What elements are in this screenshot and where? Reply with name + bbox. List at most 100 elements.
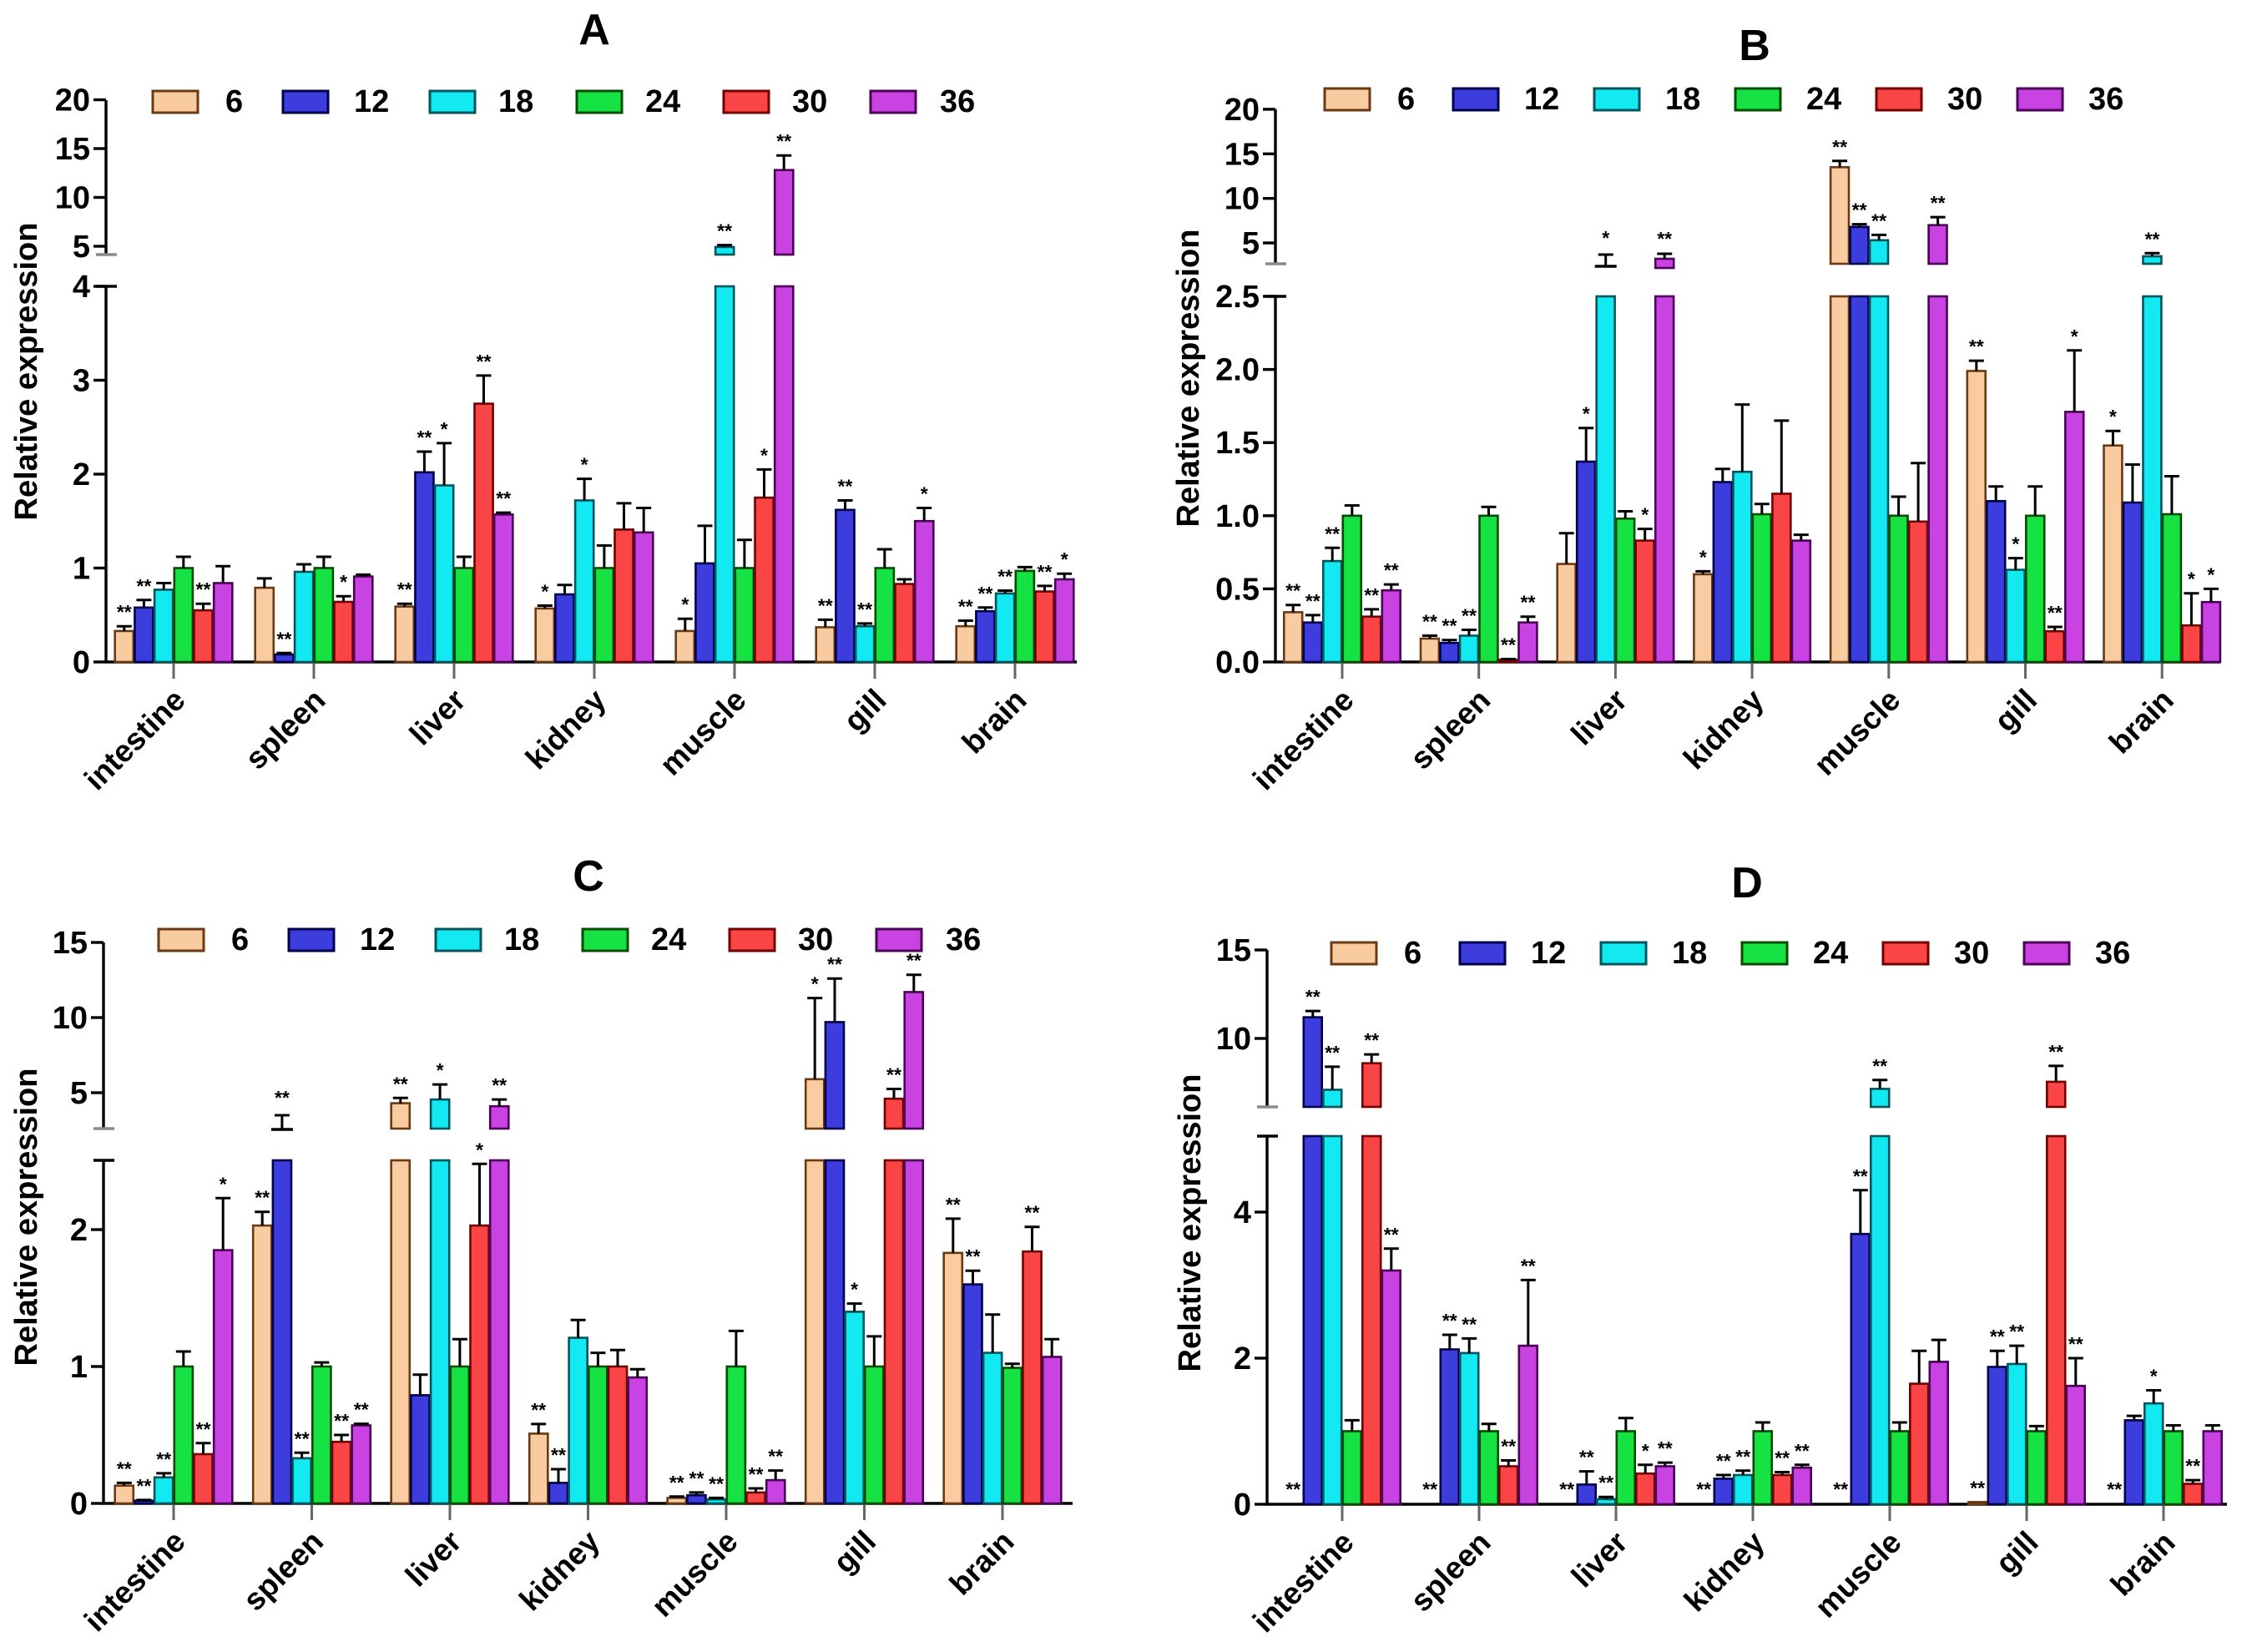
svg-text:18: 18 [1665, 82, 1700, 117]
svg-text:**: ** [1462, 605, 1477, 627]
svg-text:**: ** [196, 578, 211, 600]
svg-text:10: 10 [1224, 182, 1260, 217]
svg-text:*: * [437, 1059, 444, 1081]
svg-text:**: ** [1990, 1326, 2005, 1347]
svg-text:0: 0 [1234, 1488, 1251, 1523]
svg-text:muscle: muscle [653, 683, 752, 782]
svg-text:*: * [1699, 546, 1707, 568]
svg-text:24: 24 [645, 84, 680, 119]
svg-text:*: * [2071, 326, 2078, 347]
svg-text:36: 36 [2095, 936, 2130, 971]
svg-text:**: ** [2185, 1455, 2200, 1477]
svg-text:**: ** [477, 351, 492, 372]
svg-text:liver: liver [1564, 683, 1633, 752]
svg-text:*: * [340, 571, 347, 593]
svg-text:6: 6 [1404, 936, 1421, 971]
svg-text:liver: liver [399, 1524, 468, 1594]
svg-text:2: 2 [1234, 1341, 1251, 1377]
svg-text:A: A [578, 6, 610, 54]
svg-text:**: ** [496, 488, 511, 509]
svg-text:**: ** [1462, 1313, 1477, 1335]
svg-text:intestine: intestine [78, 683, 192, 797]
svg-text:**: ** [354, 1399, 369, 1421]
svg-text:**: ** [818, 594, 833, 616]
svg-text:**: ** [2144, 228, 2159, 250]
svg-text:**: ** [709, 1473, 724, 1494]
svg-text:*: * [441, 418, 448, 440]
svg-text:18: 18 [504, 922, 539, 957]
svg-text:kidney: kidney [1678, 1524, 1771, 1618]
svg-text:liver: liver [403, 683, 472, 752]
svg-text:**: ** [946, 1194, 961, 1215]
svg-text:muscle: muscle [644, 1524, 744, 1624]
svg-text:**: ** [1442, 1310, 1457, 1331]
svg-text:**: ** [531, 1399, 546, 1421]
svg-text:1.0: 1.0 [1215, 499, 1260, 534]
svg-text:4: 4 [1234, 1195, 1251, 1230]
svg-text:**: ** [1969, 336, 1984, 357]
svg-text:kidney: kidney [1677, 682, 1770, 775]
svg-text:*: * [476, 1139, 483, 1160]
svg-text:0.0: 0.0 [1215, 645, 1260, 680]
svg-text:*: * [541, 581, 548, 603]
svg-text:1: 1 [70, 1350, 88, 1385]
svg-text:**: ** [1852, 200, 1867, 221]
svg-text:5: 5 [70, 1076, 88, 1111]
svg-text:gill: gill [837, 683, 893, 739]
svg-text:30: 30 [798, 922, 833, 957]
svg-text:*: * [760, 444, 768, 466]
svg-text:**: ** [492, 1074, 507, 1096]
svg-text:2: 2 [70, 1213, 88, 1248]
svg-text:**: ** [1038, 561, 1053, 583]
svg-text:Relative expression: Relative expression [1171, 230, 1206, 528]
svg-text:30: 30 [1947, 82, 1982, 117]
svg-text:1.5: 1.5 [1215, 426, 1260, 461]
svg-text:1: 1 [73, 552, 90, 587]
svg-text:**: ** [1853, 1165, 1868, 1187]
svg-text:**: ** [276, 628, 291, 649]
svg-text:15: 15 [53, 926, 88, 961]
svg-text:**: ** [906, 950, 922, 972]
svg-text:**: ** [1422, 611, 1437, 633]
svg-text:**: ** [1735, 1446, 1750, 1468]
svg-text:**: ** [1598, 1472, 1613, 1493]
svg-text:3: 3 [73, 364, 90, 399]
svg-text:**: ** [1716, 1450, 1731, 1472]
svg-text:**: ** [1696, 1478, 1711, 1500]
svg-text:**: ** [1559, 1478, 1574, 1500]
svg-text:2: 2 [73, 457, 90, 493]
svg-text:**: ** [275, 1087, 290, 1109]
svg-text:**: ** [857, 599, 872, 620]
svg-text:**: ** [1775, 1447, 1790, 1469]
svg-text:10: 10 [53, 1001, 88, 1036]
svg-text:12: 12 [1531, 936, 1566, 971]
svg-text:liver: liver [1565, 1525, 1634, 1594]
svg-text:**: ** [1384, 559, 1399, 581]
svg-text:brain: brain [943, 1524, 1021, 1602]
svg-text:**: ** [1305, 590, 1320, 612]
svg-text:**: ** [1657, 228, 1672, 250]
svg-text:**: ** [1658, 1437, 1673, 1459]
svg-text:**: ** [1795, 1440, 1810, 1462]
svg-text:**: ** [1931, 192, 1946, 214]
svg-text:30: 30 [1954, 936, 1989, 971]
svg-text:15: 15 [1224, 137, 1260, 172]
svg-text:**: ** [1501, 634, 1516, 656]
svg-text:12: 12 [1524, 82, 1559, 117]
svg-text:10: 10 [55, 181, 90, 216]
svg-text:10: 10 [1216, 1022, 1251, 1057]
svg-text:*: * [1641, 504, 1649, 526]
svg-text:0.5: 0.5 [1215, 572, 1260, 607]
svg-text:**: ** [551, 1444, 566, 1466]
svg-text:*: * [681, 594, 689, 615]
svg-text:**: ** [2048, 1041, 2063, 1063]
svg-text:**: ** [295, 1427, 310, 1449]
svg-text:**: ** [1305, 986, 1320, 1008]
svg-text:**: ** [2107, 1478, 2122, 1500]
svg-text:muscle: muscle [1808, 1525, 1907, 1624]
svg-text:0: 0 [70, 1487, 88, 1522]
svg-text:**: ** [827, 953, 842, 975]
svg-text:15: 15 [1216, 933, 1251, 968]
svg-text:**: ** [136, 575, 151, 597]
svg-text:*: * [2150, 1366, 2158, 1387]
